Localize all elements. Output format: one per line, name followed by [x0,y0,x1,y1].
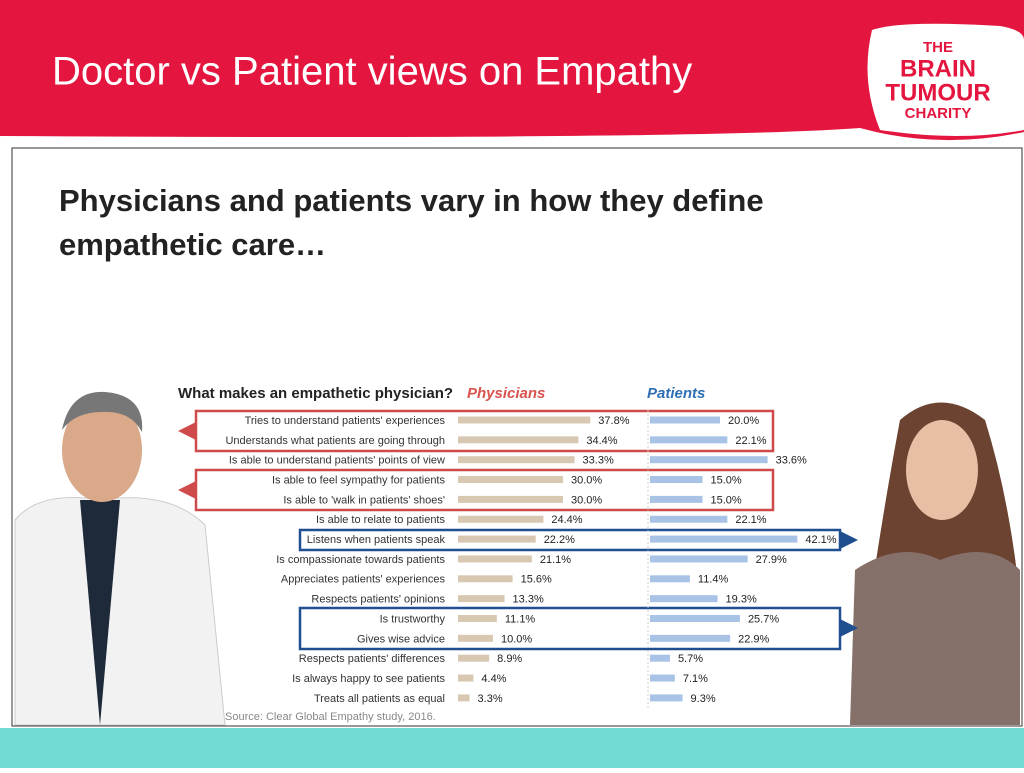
value-label: 10.0% [501,633,532,645]
bar [458,655,489,662]
value-label: 27.9% [756,554,787,566]
value-label: 11.4% [698,574,729,586]
category-label: Is trustworthy [380,613,446,625]
category-label: Is compassionate towards patients [276,554,445,566]
logo-line: TUMOUR [885,79,990,106]
logo-line: CHARITY [905,105,972,122]
category-label: Is able to 'walk in patients' shoes' [283,494,445,506]
value-label: 30.0% [571,474,602,486]
bar [650,555,748,562]
category-label: Is able to feel sympathy for patients [272,474,446,486]
bar [458,496,563,503]
legend-label: Physicians [467,385,545,402]
value-label: 37.8% [598,415,629,427]
headline: empathetic care… [59,227,326,262]
category-label: Is able to understand patients' points o… [229,455,445,467]
logo-line: THE [923,39,953,56]
value-label: 3.3% [478,693,503,705]
value-label: 22.9% [738,633,769,645]
headline: Physicians and patients vary in how they… [59,183,764,218]
bar [650,476,703,483]
category-label: Respects patients' differences [299,653,446,665]
bar [650,496,703,503]
value-label: 25.7% [748,613,779,625]
value-label: 11.1% [505,613,536,625]
value-label: 22.1% [735,514,766,526]
slide-title: Doctor vs Patient views on Empathy [52,50,692,94]
footer-band [0,728,1024,768]
category-label: Understands what patients are going thro… [225,435,445,447]
bar [458,516,543,523]
bar [458,575,513,582]
value-label: 24.4% [551,514,582,526]
category-label: Treats all patients as equal [314,693,445,705]
value-label: 34.4% [586,435,617,447]
bar [650,655,670,662]
value-label: 19.3% [726,594,757,606]
value-label: 20.0% [728,415,759,427]
bar [458,635,493,642]
bar [650,615,740,622]
value-label: 30.0% [571,494,602,506]
value-label: 13.3% [513,594,544,606]
logo-line: BRAIN [900,55,976,82]
value-label: 22.1% [735,435,766,447]
value-label: 22.2% [544,534,575,546]
value-label: 4.4% [481,673,506,685]
bar [650,694,683,701]
bar [650,536,797,543]
category-label: Respects patients' opinions [311,594,445,606]
value-label: 42.1% [805,534,836,546]
chart-title: What makes an empathetic physician? [178,385,453,402]
value-label: 15.0% [711,474,742,486]
category-label: Appreciates patients' experiences [281,574,446,586]
bar [650,635,730,642]
bar [458,436,578,443]
bar [650,456,768,463]
bar [458,417,590,424]
value-label: 7.1% [683,673,708,685]
value-label: 8.9% [497,653,522,665]
value-label: 15.0% [711,494,742,506]
bar [650,436,727,443]
value-label: 21.1% [540,554,571,566]
bar [458,694,470,701]
category-label: Is able to relate to patients [316,514,446,526]
source: Source: Clear Global Empathy study, 2016… [225,711,436,723]
bar [458,456,575,463]
value-label: 33.3% [583,455,614,467]
bar [650,595,718,602]
value-label: 33.6% [776,455,807,467]
bar [650,575,690,582]
category-label: Gives wise advice [357,633,445,645]
legend-label: Patients [647,385,705,402]
bar [650,675,675,682]
bar [458,476,563,483]
category-label: Listens when patients speak [307,534,446,546]
bar [458,536,536,543]
value-label: 15.6% [521,574,552,586]
bar [650,417,720,424]
value-label: 9.3% [691,693,716,705]
bar [458,555,532,562]
category-label: Tries to understand patients' experience… [245,415,446,427]
bar [458,675,473,682]
bar [650,516,727,523]
bar [458,615,497,622]
value-label: 5.7% [678,653,703,665]
category-label: Is always happy to see patients [292,673,445,685]
bar [458,595,505,602]
